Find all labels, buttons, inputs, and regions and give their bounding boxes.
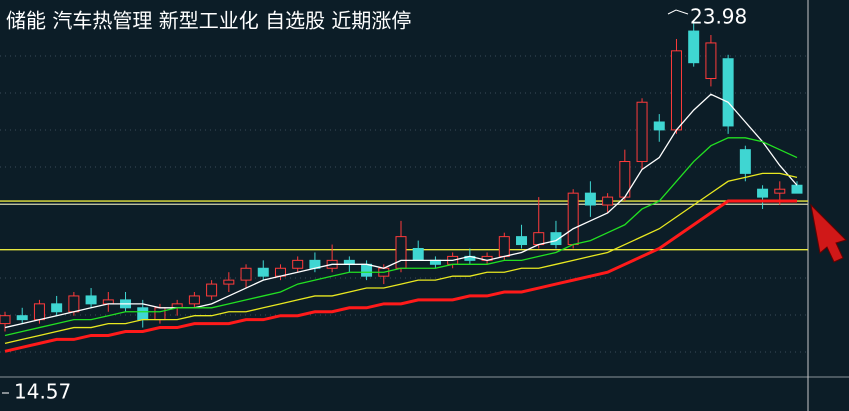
candle-body — [395, 236, 407, 269]
candle-body — [757, 188, 769, 198]
candle-body — [722, 58, 734, 127]
candle-body — [602, 196, 614, 206]
candle-body — [33, 303, 45, 321]
high-pointer — [667, 9, 689, 15]
candle-body — [550, 232, 562, 246]
candle-body — [206, 283, 218, 297]
candle-body — [292, 259, 304, 269]
candle-body — [0, 315, 11, 325]
candle-body — [584, 192, 596, 206]
candle-body — [670, 50, 682, 131]
candle-body — [688, 30, 700, 64]
candle-body — [791, 184, 803, 194]
chart-title: 储能 汽车热管理 新型工业化 自选股 近期涨停 — [6, 9, 411, 33]
candle-body — [516, 236, 528, 246]
candle-body — [240, 267, 252, 281]
candle-body — [137, 307, 149, 321]
candle-body — [705, 42, 717, 80]
candle-body — [16, 315, 28, 321]
candle-body — [533, 232, 545, 246]
candle-body — [188, 295, 200, 305]
candle-body — [567, 192, 579, 246]
candle-body — [653, 121, 665, 131]
ma-line — [4, 93, 798, 329]
candle-body — [51, 303, 63, 313]
cursor-arrow — [810, 203, 847, 263]
candle-body — [739, 149, 751, 174]
ma-line — [4, 199, 797, 353]
high-label: 23.98 — [690, 5, 747, 29]
candle-body — [68, 295, 80, 313]
candle-body — [498, 236, 510, 257]
candle-body — [257, 267, 269, 277]
ma-line — [4, 172, 798, 345]
candle-body — [223, 279, 235, 285]
candle-body — [774, 188, 786, 194]
candle-body — [154, 307, 166, 321]
candle-body — [412, 247, 424, 261]
ma-line — [4, 137, 798, 337]
candle-body — [85, 295, 97, 305]
low-label: 14.57 — [14, 380, 71, 404]
candle-body — [636, 101, 648, 163]
candle-body — [361, 263, 373, 277]
